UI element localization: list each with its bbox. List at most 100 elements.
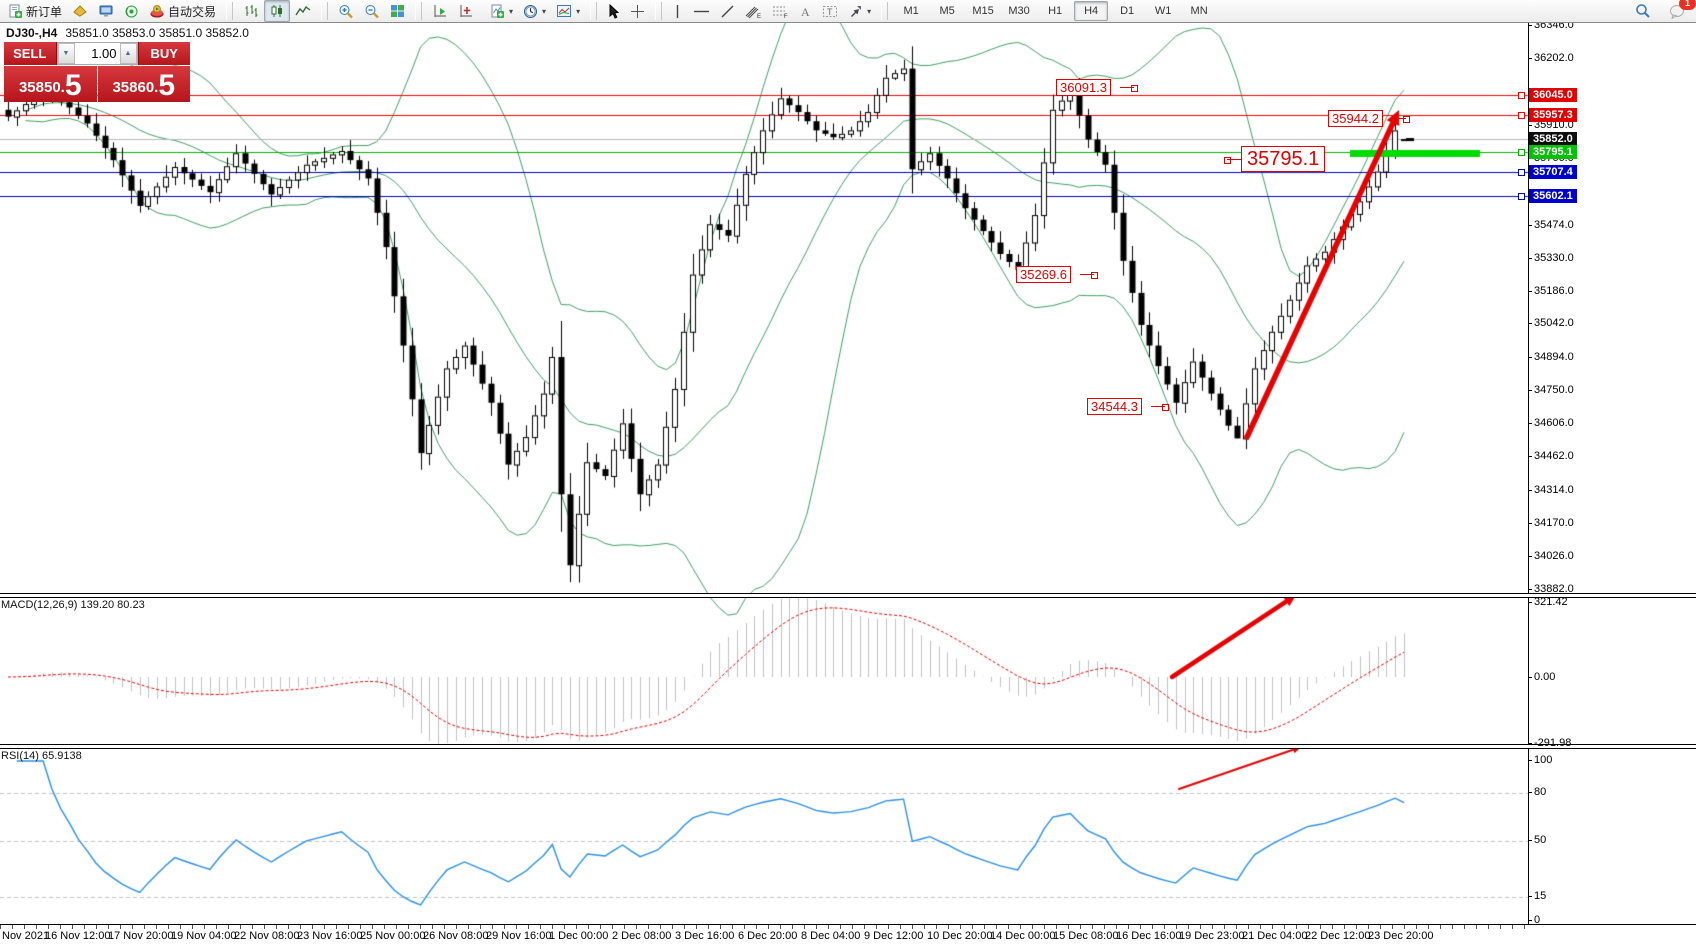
time-label-6: 25 Nov 00:00	[360, 930, 426, 942]
price-tick-34026.0: 34026.0	[1528, 550, 1574, 563]
bar-chart-mode-button[interactable]	[238, 0, 264, 22]
auto-trading-button[interactable]: 自动交易	[144, 0, 221, 22]
shapes-tool-button[interactable]: ▾	[843, 0, 876, 22]
notifications-button[interactable]: 1	[1664, 0, 1696, 22]
crosshair-tool-button[interactable]	[625, 0, 650, 22]
signals-icon	[125, 5, 138, 17]
price-tick-35186.0: 35186.0	[1528, 284, 1574, 297]
price-tick-34894.0: 34894.0	[1528, 351, 1574, 364]
annotation-handle[interactable]	[1131, 85, 1138, 92]
timeframe-button-m15[interactable]: M15	[972, 5, 994, 17]
time-label-22: 23 Dec 20:00	[1368, 930, 1434, 942]
line-handle[interactable]	[1518, 193, 1525, 201]
price-tag-35795.1: 35795.1	[1529, 145, 1577, 160]
volume-increase-button[interactable]: ▲	[119, 43, 137, 64]
rsi-panel-separator[interactable]	[0, 744, 1696, 749]
price-tick-35042.0: 35042.0	[1528, 317, 1574, 330]
line-handle[interactable]	[1518, 149, 1525, 157]
annotation-connector	[1392, 118, 1406, 119]
time-label-9: 1 Dec 00:00	[549, 930, 609, 942]
time-label-0: Nov 2021	[2, 930, 50, 942]
timeframe-button-w1[interactable]: W1	[1154, 5, 1172, 17]
market-watch-button[interactable]	[67, 0, 93, 22]
vertical-line-tool-button[interactable]	[667, 0, 688, 22]
buy-price-display[interactable]: 35860. 5	[97, 66, 190, 102]
timeframe-button-m30[interactable]: M30	[1008, 5, 1030, 17]
price-annotation-34544.3[interactable]: 34544.3	[1087, 398, 1142, 415]
price-axis-line	[1528, 22, 1529, 946]
annotation-connector	[1080, 274, 1094, 275]
annotation-handle[interactable]	[1091, 272, 1098, 279]
time-axis-ticks	[0, 925, 1528, 929]
new-order-button[interactable]: 新订单	[3, 0, 67, 22]
chart-shift-button[interactable]	[453, 0, 479, 22]
signals-button[interactable]	[119, 0, 144, 22]
sell-price-small: 35850.	[18, 79, 65, 96]
text-tool-button[interactable]: A	[794, 0, 817, 22]
horizontal-line-tool-button[interactable]	[688, 0, 715, 22]
price-annotation-35795.1[interactable]: 35795.1	[1241, 146, 1326, 172]
search-button[interactable]	[1630, 0, 1656, 22]
time-label-17: 15 Dec 08:00	[1053, 930, 1119, 942]
shapes-arrows-icon	[851, 5, 862, 17]
rsi-tick-0: 0	[1527, 914, 1541, 926]
timeframe-button-h1[interactable]: H1	[1048, 5, 1063, 17]
timeframe-button-mn[interactable]: MN	[1190, 5, 1208, 17]
macd-scale-top: 321.42	[1528, 596, 1568, 608]
chart-surface[interactable]	[0, 22, 1696, 946]
price-annotation-35269.6[interactable]: 35269.6	[1016, 266, 1071, 283]
line-handle[interactable]	[1518, 111, 1525, 119]
fibonacci-tool-button[interactable]: F	[767, 0, 794, 22]
time-label-19: 19 Dec 23:00	[1179, 930, 1245, 942]
line-handle[interactable]	[1518, 91, 1525, 99]
main-toolbar: 新订单 自动交易	[0, 0, 1696, 23]
time-label-10: 2 Dec 08:00	[612, 930, 672, 942]
annotation-handle[interactable]	[1403, 116, 1410, 123]
timeframe-button-h4[interactable]: H4	[1074, 1, 1109, 21]
candlestick-mode-button[interactable]	[264, 0, 291, 22]
toolbar-separator	[590, 2, 598, 20]
time-label-15: 10 Dec 20:00	[927, 930, 993, 942]
buy-button[interactable]: BUY	[137, 42, 190, 65]
trendline-tool-button[interactable]	[715, 0, 740, 22]
timeframe-button-d1[interactable]: D1	[1120, 5, 1135, 17]
time-axis[interactable]: Nov 2021 16 Nov 12:00 17 Nov 20:00 19 Nov 0…	[0, 924, 1696, 947]
macd-panel-separator[interactable]	[0, 593, 1696, 598]
volume-input[interactable]	[74, 43, 120, 64]
timeframe-button-m1[interactable]: M1	[903, 5, 919, 17]
sell-button[interactable]: SELL	[4, 42, 57, 65]
price-annotation-35944.2[interactable]: 35944.2	[1328, 110, 1383, 127]
zoom-out-button[interactable]	[359, 0, 385, 22]
shapes-caret-icon: ▾	[867, 6, 872, 16]
sell-price-display[interactable]: 35850. 5	[4, 66, 97, 102]
svg-text:E: E	[757, 14, 761, 19]
auto-scroll-button[interactable]	[427, 0, 453, 22]
equidistant-channel-tool-button[interactable]: E	[740, 0, 767, 22]
price-annotation-36091.3[interactable]: 36091.3	[1056, 79, 1111, 96]
price-tag-35852.0: 35852.0	[1529, 132, 1577, 147]
line-handle[interactable]	[1518, 169, 1525, 177]
price-tick-34462.0: 34462.0	[1528, 450, 1574, 463]
line-chart-mode-button[interactable]	[290, 0, 316, 22]
auto-scroll-icon	[434, 5, 447, 17]
templates-button[interactable]: ▾	[551, 0, 585, 22]
zoom-in-button[interactable]	[333, 0, 359, 22]
cursor-tool-button[interactable]	[602, 0, 625, 22]
time-label-2: 17 Nov 20:00	[108, 930, 174, 942]
indicators-button[interactable]: ▾	[485, 0, 518, 22]
text-label-tool-button[interactable]: T	[817, 0, 843, 22]
terminal-button[interactable]	[93, 0, 119, 22]
line-chart-icon	[295, 5, 311, 16]
timeframe-button-m5[interactable]: M5	[939, 5, 955, 17]
annotation-handle[interactable]	[1162, 404, 1169, 411]
terminal-icon	[99, 5, 113, 17]
annotation-handle[interactable]	[1224, 157, 1231, 164]
timeframe-menu-button[interactable]: ▾	[518, 0, 551, 22]
volume-decrease-button[interactable]: ▼	[57, 43, 75, 64]
price-tag-35707.4: 35707.4	[1529, 165, 1577, 180]
indicators-icon	[491, 4, 505, 18]
tile-windows-button[interactable]	[385, 0, 410, 22]
chart-ohlc-values: 35851.0 35853.0 35851.0 35852.0	[65, 26, 249, 40]
time-label-13: 8 Dec 04:00	[801, 930, 861, 942]
